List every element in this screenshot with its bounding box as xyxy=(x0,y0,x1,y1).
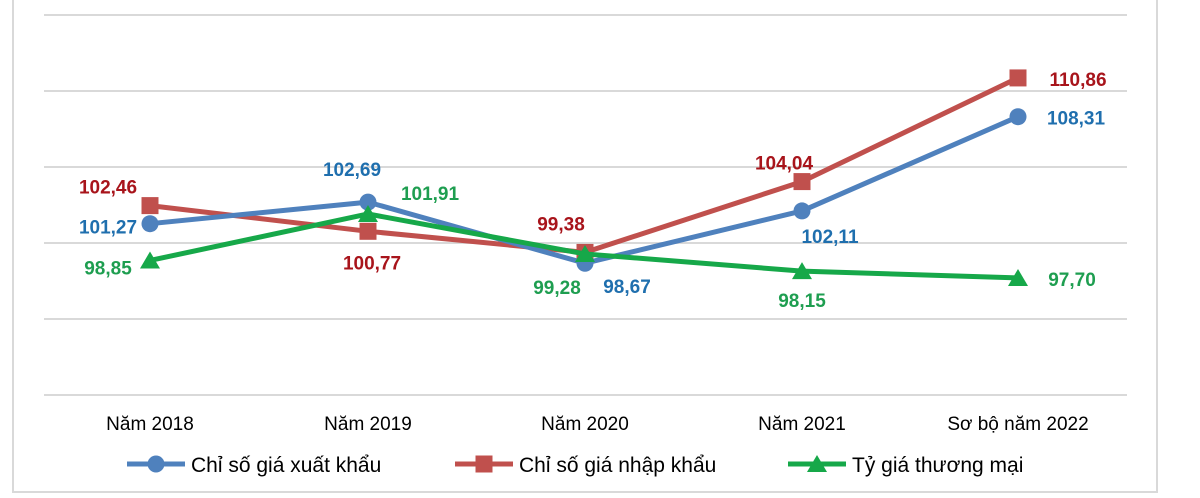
data-label: 102,11 xyxy=(801,227,858,248)
circle-marker xyxy=(359,193,377,211)
x-tick-label: Năm 2020 xyxy=(541,414,629,435)
square-marker xyxy=(1009,69,1027,87)
legend-label: Chỉ số giá xuất khẩu xyxy=(191,454,381,477)
x-tick-label: Năm 2019 xyxy=(324,414,412,435)
data-label: 110,86 xyxy=(1049,70,1106,91)
data-label: 99,28 xyxy=(533,278,581,299)
x-tick-label: Năm 2021 xyxy=(758,414,846,435)
legend-item: Tỷ giá thương mại xyxy=(788,454,1023,477)
gridlines xyxy=(44,14,1127,396)
data-label: 101,91 xyxy=(401,184,460,205)
data-label: 104,04 xyxy=(755,154,814,175)
x-tick-label: Sơ bộ năm 2022 xyxy=(947,414,1088,435)
circle-marker xyxy=(1009,108,1027,126)
data-label: 98,15 xyxy=(778,291,826,312)
chart-frame xyxy=(12,0,1158,493)
triangle-marker xyxy=(575,244,595,262)
circle-marker xyxy=(147,455,165,473)
x-axis-tick-labels: Năm 2018 Năm 2019 Năm 2020 Năm 2021 Sơ bộ nă… xyxy=(106,414,1089,435)
data-label: 108,31 xyxy=(1047,109,1106,130)
data-label: 97,70 xyxy=(1048,270,1096,291)
data-labels: 101,27 102,69 98,67 102,11 108,31 102,46 100,7… xyxy=(79,70,1107,312)
series-lines xyxy=(140,69,1028,286)
triangle-marker xyxy=(807,455,827,472)
legend-item: Chỉ số giá xuất khẩu xyxy=(127,454,381,477)
circle-marker xyxy=(141,215,159,233)
data-label: 100,77 xyxy=(343,253,401,274)
triangle-marker xyxy=(1008,268,1028,286)
square-marker xyxy=(475,455,493,473)
triangle-marker xyxy=(358,204,378,222)
data-label: 98,67 xyxy=(603,277,651,298)
data-label: 101,27 xyxy=(79,218,137,239)
legend: Chỉ số giá xuất khẩu Chỉ số giá nhập khẩu… xyxy=(127,454,1023,477)
square-marker xyxy=(793,173,811,191)
triangle-marker xyxy=(792,262,812,280)
square-marker xyxy=(359,222,377,240)
legend-label: Tỷ giá thương mại xyxy=(852,454,1023,477)
data-label: 102,69 xyxy=(323,160,381,181)
legend-label: Chỉ số giá nhập khẩu xyxy=(519,454,716,477)
data-label: 99,38 xyxy=(537,214,585,235)
triangle-marker xyxy=(140,251,160,269)
circle-marker xyxy=(793,202,811,220)
data-label: 98,85 xyxy=(84,258,132,279)
legend-item: Chỉ số giá nhập khẩu xyxy=(455,454,716,477)
x-tick-label: Năm 2018 xyxy=(106,414,194,435)
square-marker xyxy=(141,197,159,215)
data-label: 102,46 xyxy=(79,178,137,199)
